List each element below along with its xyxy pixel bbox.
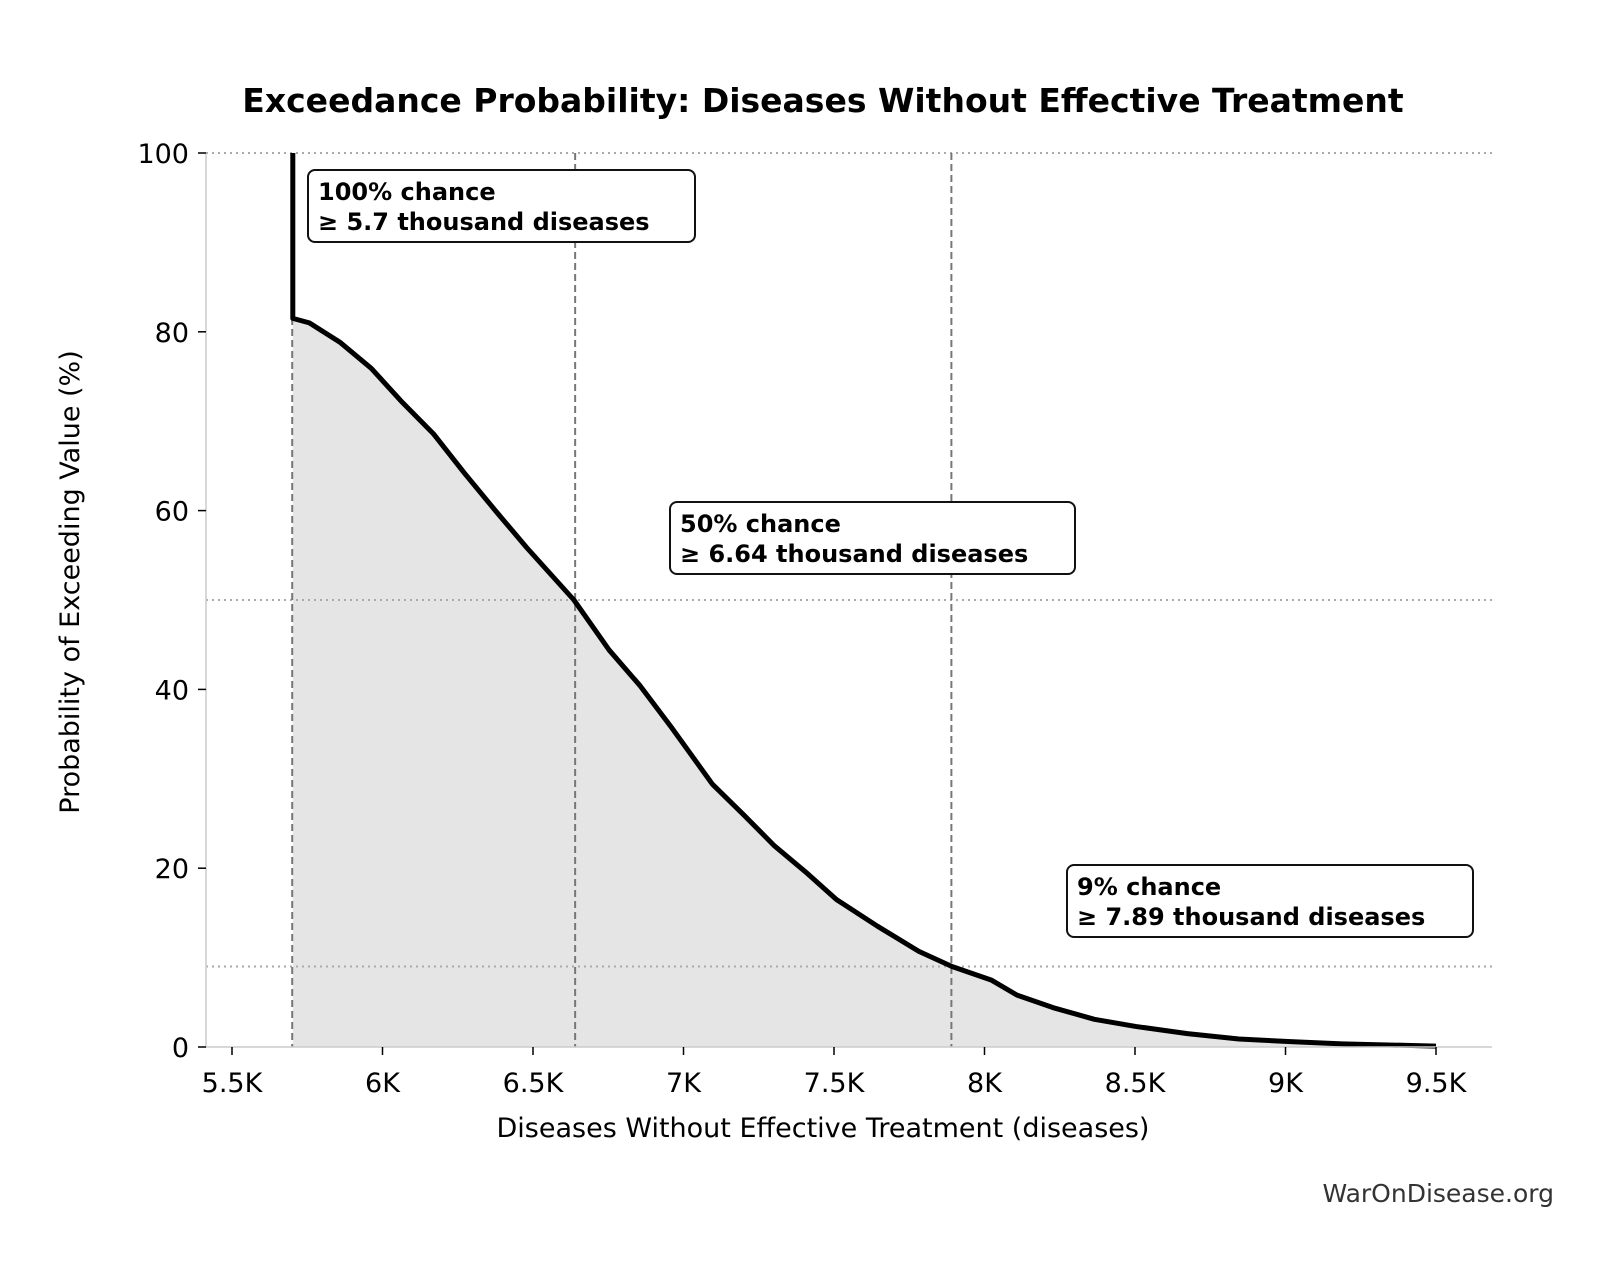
x-tick-label: 7K bbox=[666, 1068, 702, 1099]
y-tick-label: 20 bbox=[155, 854, 189, 885]
annotation-line1: 100% chance bbox=[318, 178, 496, 206]
x-tick-label: 9K bbox=[1268, 1068, 1304, 1099]
y-tick-label: 80 bbox=[155, 318, 189, 349]
chart-title: Exceedance Probability: Diseases Without… bbox=[242, 81, 1404, 120]
y-tick-label: 60 bbox=[155, 497, 189, 528]
x-tick-label: 7.5K bbox=[804, 1068, 866, 1099]
y-tick-label: 40 bbox=[155, 675, 189, 706]
plot-area: 5.5K 6K 6.5K 7K 7.5K 8K 8.5K 9K 9.5K 0 20 40 60 80 100… bbox=[137, 139, 1492, 1099]
area-fill bbox=[292, 153, 1436, 1047]
x-tick-label: 6K bbox=[365, 1068, 401, 1099]
annotation-line2: ≥ 7.89 thousand diseases bbox=[1077, 903, 1425, 931]
annotation-frame bbox=[307, 169, 696, 243]
x-tick-label: 8K bbox=[967, 1068, 1003, 1099]
annotation-box: 9% chance≥ 7.89 thousand diseases bbox=[1066, 864, 1474, 938]
x-tick-label: 6.5K bbox=[503, 1068, 565, 1099]
annotation-box: 50% chance≥ 6.64 thousand diseases bbox=[669, 501, 1076, 575]
annotation-frame bbox=[1066, 864, 1474, 938]
annotation-line1: 9% chance bbox=[1077, 873, 1221, 901]
annotation-box: 100% chance≥ 5.7 thousand diseases bbox=[307, 169, 696, 243]
x-tick-label: 9.5K bbox=[1406, 1068, 1468, 1099]
annotation-line1: 50% chance bbox=[680, 510, 841, 538]
annotation-frame bbox=[669, 501, 1076, 575]
y-tick-label: 0 bbox=[172, 1033, 189, 1064]
x-tick-label: 8.5K bbox=[1105, 1068, 1167, 1099]
watermark: WarOnDisease.org bbox=[1322, 1179, 1554, 1208]
x-axis-label: Diseases Without Effective Treatment (di… bbox=[497, 1113, 1150, 1144]
y-axis-label: Probability of Exceeding Value (%) bbox=[55, 350, 86, 813]
exceedance-line bbox=[290, 153, 1437, 1049]
annotation-line2: ≥ 5.7 thousand diseases bbox=[318, 208, 650, 236]
y-tick-label: 100 bbox=[137, 139, 189, 170]
x-tick-label: 5.5K bbox=[202, 1068, 264, 1099]
annotation-line2: ≥ 6.64 thousand diseases bbox=[680, 540, 1028, 568]
